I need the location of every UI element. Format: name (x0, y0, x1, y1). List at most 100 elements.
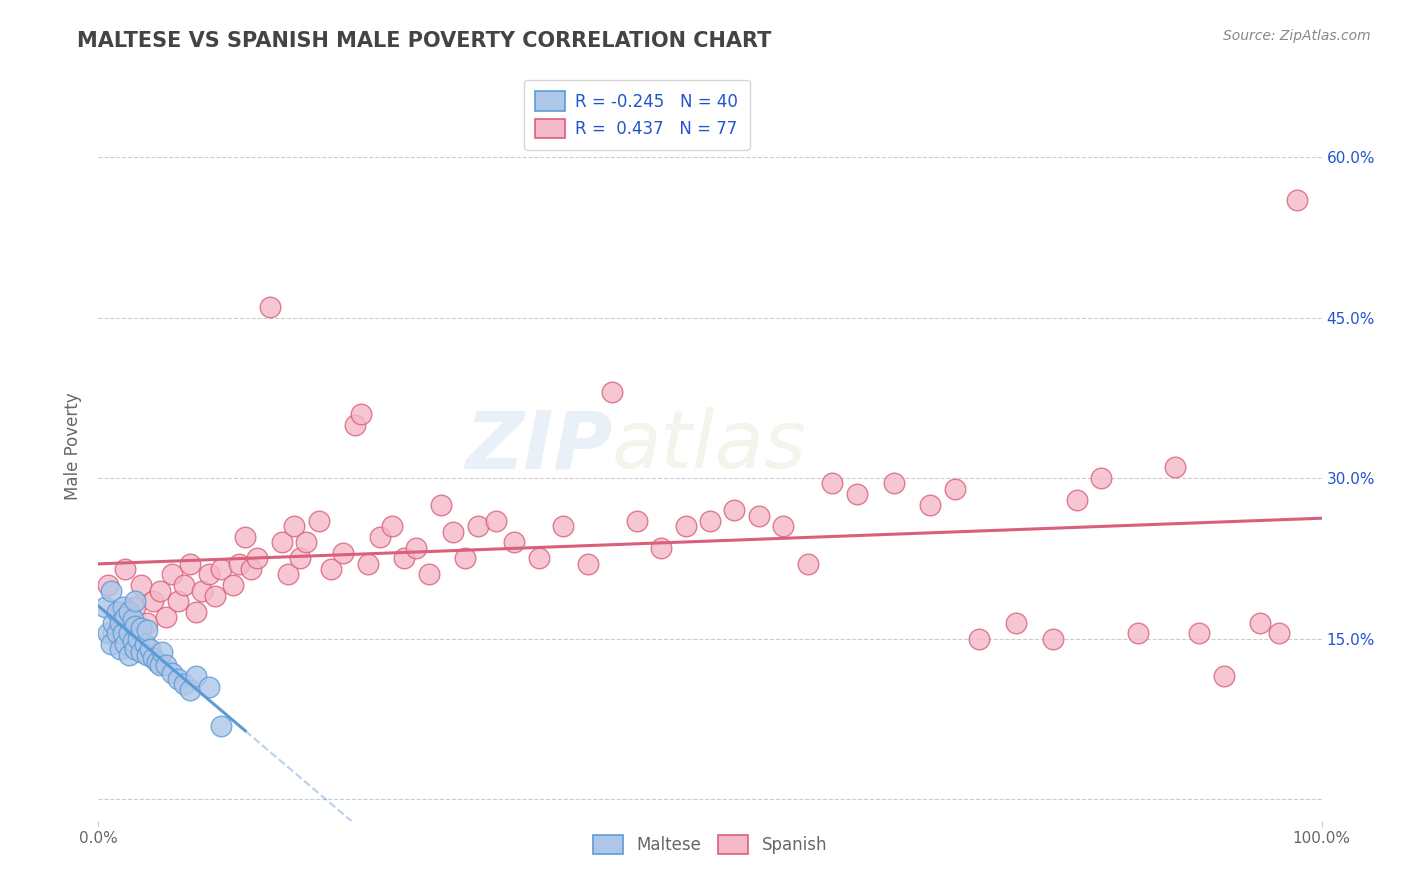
Point (454, 551, 477, 566)
Point (295, 535, 318, 549)
Point (105, 605, 128, 619)
Point (381, 519, 404, 533)
Point (228, 557, 250, 571)
Point (797, 557, 820, 571)
Point (155, 658, 177, 673)
Point (173, 676, 195, 690)
Point (943, 482, 966, 496)
Point (197, 567, 219, 582)
Point (118, 605, 141, 619)
Point (100, 583, 122, 598)
Y-axis label: Male Poverty: Male Poverty (65, 392, 83, 500)
Point (290, 551, 312, 566)
Point (191, 583, 214, 598)
Point (1188, 626, 1211, 640)
Point (626, 514, 648, 528)
Point (259, 300, 281, 314)
Point (167, 673, 190, 687)
Point (418, 567, 440, 582)
Point (101, 626, 124, 640)
Point (1164, 460, 1187, 475)
Point (114, 562, 136, 576)
Point (136, 615, 159, 630)
Point (105, 626, 128, 640)
Point (222, 578, 245, 592)
Point (134, 637, 156, 651)
Point (485, 514, 508, 528)
Point (121, 633, 143, 648)
Point (392, 551, 416, 566)
Point (136, 648, 159, 662)
Point (209, 562, 232, 576)
Point (150, 644, 173, 658)
Point (748, 508, 770, 523)
Point (821, 476, 844, 491)
Point (467, 519, 489, 533)
Point (111, 599, 134, 614)
Legend: Maltese, Spanish: Maltese, Spanish (586, 829, 834, 861)
Point (173, 578, 195, 592)
Point (527, 551, 550, 566)
Point (319, 562, 342, 576)
Point (129, 644, 152, 658)
Point (699, 514, 721, 528)
Point (93, 599, 115, 614)
Point (101, 615, 124, 630)
Point (576, 557, 599, 571)
Point (1090, 471, 1112, 485)
Point (430, 498, 453, 512)
Point (97, 578, 120, 592)
Point (114, 610, 136, 624)
Point (920, 498, 942, 512)
Point (160, 567, 183, 582)
Point (1042, 632, 1064, 646)
Point (1212, 669, 1234, 683)
Point (1128, 626, 1150, 640)
Point (1249, 615, 1271, 630)
Point (139, 642, 162, 657)
Point (1268, 626, 1291, 640)
Point (118, 621, 141, 635)
Point (283, 519, 305, 533)
Point (179, 557, 201, 571)
Point (503, 535, 526, 549)
Point (110, 605, 132, 619)
Point (344, 417, 367, 432)
Point (110, 642, 132, 657)
Point (675, 519, 697, 533)
Point (127, 632, 149, 646)
Point (110, 615, 132, 630)
Point (111, 626, 134, 640)
Point (441, 524, 464, 539)
Point (209, 719, 232, 733)
Point (118, 626, 141, 640)
Point (124, 594, 146, 608)
Point (114, 637, 136, 651)
Point (723, 503, 745, 517)
Point (650, 541, 672, 555)
Point (240, 562, 263, 576)
Point (160, 665, 183, 680)
Point (146, 655, 169, 669)
Point (1004, 615, 1026, 630)
Text: atlas: atlas (612, 407, 807, 485)
Text: ZIP: ZIP (465, 407, 612, 485)
Point (167, 594, 190, 608)
Text: MALTESE VS SPANISH MALE POVERTY CORRELATION CHART: MALTESE VS SPANISH MALE POVERTY CORRELAT… (77, 31, 772, 51)
Point (1286, 193, 1309, 207)
Point (118, 648, 141, 662)
Point (149, 658, 172, 673)
Point (405, 541, 427, 555)
Point (277, 567, 299, 582)
Point (149, 583, 172, 598)
Point (100, 637, 122, 651)
Point (142, 651, 165, 665)
Point (186, 669, 208, 683)
Point (350, 407, 373, 421)
Point (332, 546, 354, 560)
Point (124, 619, 146, 633)
Point (600, 385, 623, 400)
Point (129, 578, 152, 592)
Point (129, 621, 152, 635)
Point (142, 594, 165, 608)
